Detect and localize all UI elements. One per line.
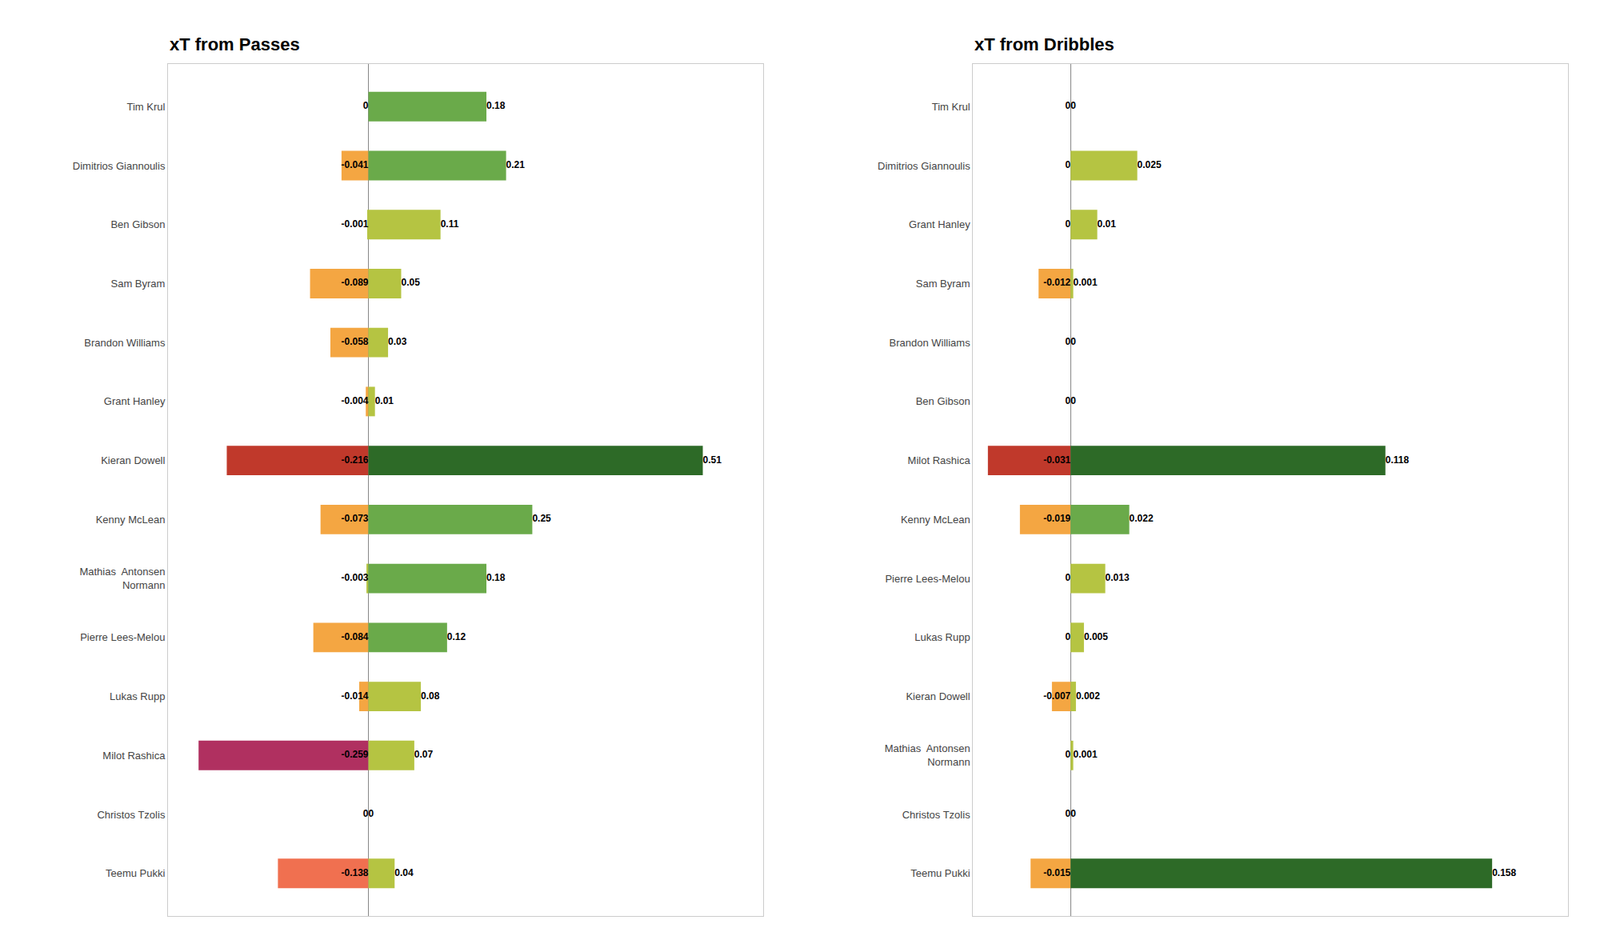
svg-text:Lukas Rupp: Lukas Rupp: [914, 631, 970, 644]
svg-text:-0.012: -0.012: [1043, 276, 1071, 288]
svg-text:0.01: 0.01: [1097, 218, 1117, 230]
svg-text:0: 0: [1070, 336, 1076, 348]
svg-text:Brandon Williams: Brandon Williams: [84, 336, 166, 349]
svg-text:Teemu Pukki: Teemu Pukki: [910, 867, 971, 880]
svg-text:Dimitrios Giannoulis: Dimitrios Giannoulis: [72, 160, 166, 172]
svg-text:Teemu Pukki: Teemu Pukki: [105, 867, 166, 880]
svg-text:0.08: 0.08: [420, 690, 440, 702]
svg-text:0.21: 0.21: [506, 159, 526, 171]
svg-text:0: 0: [1070, 808, 1076, 820]
svg-text:-0.019: -0.019: [1043, 512, 1071, 524]
svg-text:0.04: 0.04: [394, 867, 414, 879]
svg-text:0: 0: [363, 808, 369, 820]
svg-text:xT from Passes: xT from Passes: [169, 34, 300, 55]
svg-text:-0.014: -0.014: [340, 690, 368, 702]
svg-text:Kenny McLean: Kenny McLean: [900, 513, 971, 526]
svg-text:0.158: 0.158: [1492, 867, 1516, 879]
svg-text:0.001: 0.001: [1073, 276, 1098, 288]
svg-text:0.51: 0.51: [703, 454, 723, 466]
svg-text:0.013: 0.013: [1105, 572, 1130, 584]
svg-text:0.01: 0.01: [375, 395, 395, 407]
svg-text:0: 0: [1065, 336, 1072, 348]
svg-text:-0.259: -0.259: [340, 748, 368, 760]
svg-text:Grant Hanley: Grant Hanley: [104, 395, 166, 408]
svg-text:-0.004: -0.004: [340, 395, 368, 407]
svg-text:0: 0: [1065, 100, 1072, 112]
svg-text:0.18: 0.18: [486, 100, 506, 112]
svg-text:0: 0: [1065, 395, 1072, 407]
svg-text:-0.007: -0.007: [1043, 690, 1071, 702]
svg-text:0.002: 0.002: [1076, 690, 1100, 702]
svg-text:0.25: 0.25: [532, 512, 552, 524]
svg-text:-0.216: -0.216: [340, 454, 368, 466]
svg-text:-0.138: -0.138: [340, 867, 368, 879]
svg-text:0.022: 0.022: [1129, 512, 1154, 524]
svg-text:Mathias AntonsenNormann: Mathias AntonsenNormann: [79, 565, 165, 592]
svg-text:0.025: 0.025: [1137, 159, 1162, 171]
svg-text:0.05: 0.05: [400, 276, 420, 288]
svg-text:-0.041: -0.041: [340, 159, 368, 171]
svg-text:-0.058: -0.058: [340, 336, 368, 348]
svg-text:0.001: 0.001: [1073, 748, 1098, 760]
svg-text:Kieran Dowell: Kieran Dowell: [905, 690, 970, 703]
svg-text:0: 0: [363, 100, 369, 112]
svg-text:xT from Dribbles: xT from Dribbles: [974, 34, 1115, 55]
svg-text:Mathias AntonsenNormann: Mathias AntonsenNormann: [884, 742, 971, 768]
svg-text:-0.031: -0.031: [1043, 454, 1071, 466]
svg-text:0: 0: [1065, 748, 1072, 760]
svg-text:Lukas Rupp: Lukas Rupp: [109, 690, 165, 703]
svg-text:Ben Gibson: Ben Gibson: [916, 395, 971, 408]
svg-text:Tim Krul: Tim Krul: [126, 100, 165, 113]
svg-text:Pierre Lees-Melou: Pierre Lees-Melou: [80, 631, 165, 644]
svg-text:0.18: 0.18: [486, 572, 506, 584]
svg-text:0.03: 0.03: [388, 336, 408, 348]
svg-text:Sam Byram: Sam Byram: [110, 277, 165, 290]
svg-text:-0.073: -0.073: [340, 512, 368, 524]
svg-text:Sam Byram: Sam Byram: [916, 277, 971, 290]
svg-text:0: 0: [1065, 572, 1072, 584]
svg-text:Christos Tzolis: Christos Tzolis: [96, 808, 166, 821]
svg-text:-0.015: -0.015: [1043, 867, 1071, 879]
svg-text:0: 0: [1065, 218, 1072, 230]
svg-text:Tim Krul: Tim Krul: [932, 100, 971, 113]
svg-text:Ben Gibson: Ben Gibson: [110, 218, 165, 231]
svg-text:-0.001: -0.001: [340, 218, 368, 230]
svg-text:Christos Tzolis: Christos Tzolis: [902, 808, 972, 821]
svg-text:Brandon Williams: Brandon Williams: [888, 336, 971, 349]
svg-text:0.07: 0.07: [414, 748, 434, 760]
svg-text:0.11: 0.11: [440, 218, 460, 230]
svg-text:Kieran Dowell: Kieran Dowell: [100, 454, 165, 467]
svg-text:0.12: 0.12: [447, 631, 467, 643]
svg-text:Pierre Lees-Melou: Pierre Lees-Melou: [884, 572, 970, 585]
svg-text:Milot Rashica: Milot Rashica: [908, 454, 972, 467]
svg-text:0.118: 0.118: [1385, 454, 1410, 466]
svg-text:-0.084: -0.084: [340, 631, 368, 643]
svg-text:0: 0: [1065, 808, 1072, 820]
svg-text:Milot Rashica: Milot Rashica: [102, 749, 166, 762]
svg-text:0: 0: [368, 808, 375, 820]
svg-text:-0.089: -0.089: [340, 276, 368, 288]
svg-text:Dimitrios Giannoulis: Dimitrios Giannoulis: [877, 160, 971, 172]
svg-text:Grant Hanley: Grant Hanley: [908, 218, 971, 231]
svg-text:0: 0: [1070, 100, 1076, 112]
svg-text:0: 0: [1065, 159, 1072, 171]
svg-text:Kenny McLean: Kenny McLean: [96, 513, 166, 526]
svg-text:0: 0: [1070, 395, 1076, 407]
svg-text:0: 0: [1065, 631, 1072, 643]
svg-text:0.005: 0.005: [1084, 631, 1108, 643]
svg-text:-0.003: -0.003: [340, 572, 368, 584]
